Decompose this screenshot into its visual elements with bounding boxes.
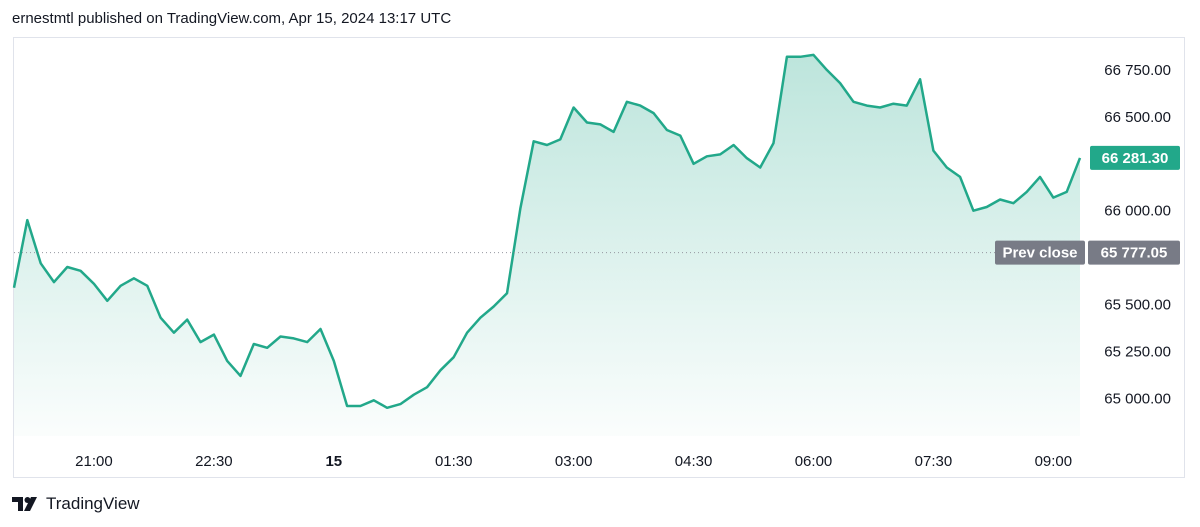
publisher-line: ernestmtl published on TradingView.com, … — [12, 10, 452, 27]
last-price-badge — [1090, 145, 1180, 170]
x-tick-label: 03:00 — [555, 453, 593, 470]
prev-close-value: 65 777.05 — [1101, 245, 1168, 262]
x-tick-label: 01:30 — [435, 453, 473, 470]
series-line[interactable] — [12, 53, 1082, 410]
y-tick-label: 65 500.00 — [1104, 297, 1171, 314]
price-area — [14, 54, 1080, 437]
footer: TradingView — [12, 492, 140, 516]
y-tick-label: 65 250.00 — [1104, 344, 1171, 361]
x-tick-label: 09:00 — [1035, 453, 1073, 470]
footer-brand[interactable]: TradingView — [46, 494, 140, 513]
x-tick-label: 06:00 — [795, 453, 833, 470]
y-tick-label: 65 000.00 — [1104, 390, 1171, 407]
y-tick-label: 66 000.00 — [1104, 203, 1171, 220]
prev-close-label: Prev close — [1002, 245, 1077, 262]
y-tick-label: 66 500.00 — [1104, 109, 1171, 126]
x-tick-label: 15 — [325, 453, 342, 470]
y-tick-label: 66 750.00 — [1104, 62, 1171, 79]
x-tick-label: 22:30 — [195, 453, 233, 470]
last-price-value: 66 281.30 — [1102, 150, 1169, 167]
tradingview-logo-icon[interactable] — [12, 496, 40, 512]
prev-close-value-badge — [1088, 240, 1180, 265]
prev-close-tag — [995, 240, 1085, 265]
x-tick-label: 07:30 — [915, 453, 953, 470]
x-tick-label: 04:30 — [675, 453, 713, 470]
x-tick-label: 21:00 — [75, 453, 113, 470]
